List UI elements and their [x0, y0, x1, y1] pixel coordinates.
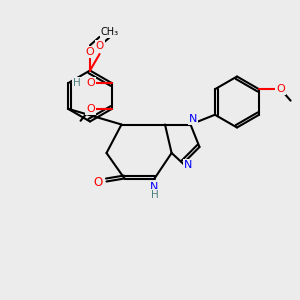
Text: O: O	[95, 41, 104, 51]
Text: CH₃: CH₃	[100, 27, 118, 37]
Text: H: H	[73, 78, 81, 88]
Text: N: N	[184, 160, 193, 170]
Text: H: H	[151, 190, 158, 200]
Text: N: N	[150, 182, 159, 192]
Text: O: O	[85, 47, 94, 57]
Text: O: O	[93, 176, 102, 189]
Text: O: O	[86, 104, 95, 114]
Text: O: O	[276, 84, 285, 94]
Text: O: O	[86, 78, 95, 88]
Text: N: N	[189, 114, 197, 124]
